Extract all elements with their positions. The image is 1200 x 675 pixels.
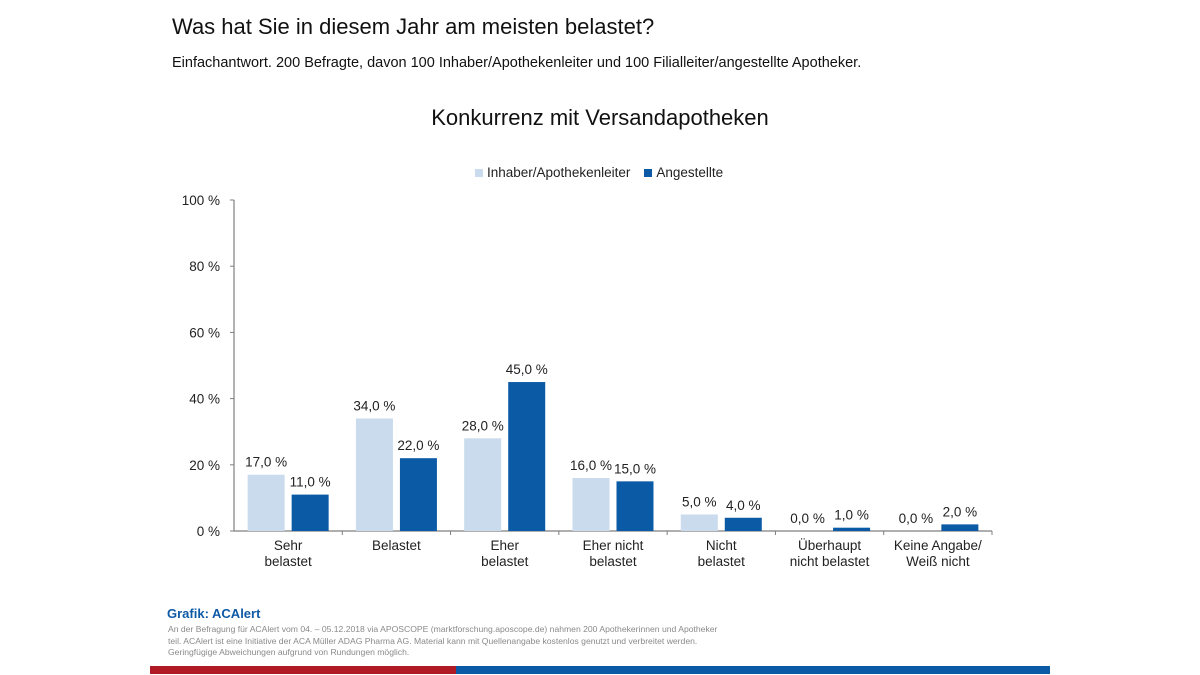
- data-label: 0,0 %: [790, 511, 825, 526]
- x-tick-label-line: Eher nicht: [583, 538, 644, 553]
- data-label: 28,0 %: [462, 418, 504, 433]
- x-tick-label-line: Überhaupt: [798, 538, 861, 553]
- x-tick-label: Eher nicht belastet: [583, 538, 644, 569]
- y-tick-label: 100 %: [182, 193, 220, 208]
- y-tick-label: 20 %: [189, 458, 220, 473]
- page-title: Was hat Sie in diesem Jahr am meisten be…: [172, 14, 655, 39]
- source-title: Grafik: ACAlert: [167, 606, 261, 621]
- x-tick-label: Keine Angabe/Weiß nicht: [894, 538, 982, 569]
- x-tick-label-line: Eher: [490, 538, 519, 553]
- x-tick-label-line: belastet: [264, 554, 312, 569]
- data-label: 16,0 %: [570, 458, 612, 473]
- data-label: 22,0 %: [397, 438, 439, 453]
- data-label: 11,0 %: [290, 475, 331, 490]
- data-label: 5,0 %: [682, 494, 717, 509]
- legend-label-inhaber: Inhaber/Apothekenleiter: [487, 165, 631, 180]
- x-tick-label: Eher belastet: [481, 538, 529, 569]
- y-tick-label: 0 %: [197, 524, 220, 539]
- legend-item-angestellte: Angestellte: [644, 165, 723, 180]
- bar-angestellte: [941, 524, 979, 531]
- bar-angestellte: [833, 527, 871, 531]
- data-label: 15,0 %: [614, 461, 656, 476]
- data-label: 4,0 %: [726, 498, 761, 513]
- bar-angestellte: [724, 517, 762, 531]
- data-label: 45,0 %: [506, 362, 548, 377]
- y-tick-label: 40 %: [189, 392, 220, 407]
- data-label: 2,0 %: [943, 504, 978, 519]
- x-tick-label-line: nicht belastet: [790, 554, 870, 569]
- chart-legend: Inhaber/Apothekenleiter Angestellte: [475, 165, 737, 180]
- legend-swatch-inhaber: [475, 168, 483, 177]
- y-tick-label: 80 %: [189, 259, 220, 274]
- y-tick-label: 60 %: [189, 325, 220, 340]
- data-label: 17,0 %: [245, 455, 287, 470]
- footer-bar-blue: [456, 666, 1050, 674]
- bar-angestellte: [291, 494, 329, 531]
- bar-inhaber: [572, 478, 610, 531]
- x-tick-label-line: Nicht: [706, 538, 737, 553]
- x-tick-label: Nicht belastet: [698, 538, 746, 569]
- bar-inhaber: [464, 438, 502, 531]
- bar-angestellte: [616, 481, 654, 531]
- bar-inhaber: [355, 418, 393, 531]
- data-label: 34,0 %: [353, 398, 395, 413]
- source-text: An der Befragung für ACAlert vom 04. – 0…: [168, 624, 718, 658]
- x-tick-label-line: belastet: [481, 554, 529, 569]
- x-tick-label-line: Belastet: [372, 538, 421, 553]
- legend-swatch-angestellte: [644, 168, 653, 177]
- bar-angestellte: [508, 382, 546, 531]
- bar-angestellte: [399, 458, 437, 531]
- x-tick-label: Sehr belastet: [264, 538, 312, 569]
- bar-inhaber: [680, 514, 718, 531]
- x-tick-label-line: Weiß nicht: [906, 554, 970, 569]
- legend-label-angestellte: Angestellte: [656, 165, 724, 180]
- data-label: 0,0 %: [899, 511, 934, 526]
- x-tick-label-line: Sehr: [274, 538, 303, 553]
- x-tick-label-line: belastet: [589, 554, 637, 569]
- bar-inhaber: [247, 474, 285, 531]
- x-tick-label-line: belastet: [698, 554, 746, 569]
- legend-item-inhaber: Inhaber/Apothekenleiter: [475, 165, 630, 180]
- x-tick-label: Überhaupt nicht belastet: [790, 538, 870, 569]
- data-label: 1,0 %: [834, 508, 869, 523]
- page-subtitle: Einfachantwort. 200 Befragte, davon 100 …: [172, 55, 862, 71]
- chart-title: Konkurrenz mit Versandapotheken: [431, 105, 769, 130]
- x-tick-label-line: Keine Angabe/: [894, 538, 982, 553]
- footer-bar-red: [150, 666, 456, 674]
- x-tick-label: Belastet: [372, 538, 421, 553]
